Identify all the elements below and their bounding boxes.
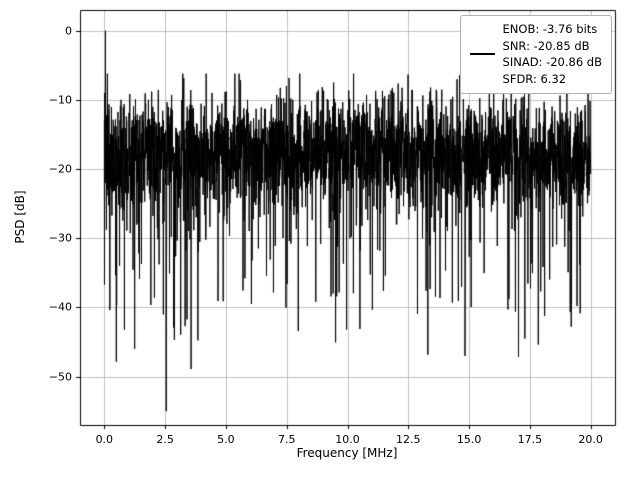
y-tick-label: −10 xyxy=(48,93,72,107)
x-tick-label: 15.0 xyxy=(456,433,482,446)
legend-line-sample xyxy=(469,53,495,56)
y-tick-label: 0 xyxy=(65,24,72,38)
legend-entry-snr: SNR: -20.85 dB xyxy=(502,38,590,53)
x-tick-label: 7.5 xyxy=(277,433,296,446)
y-tick-label: −40 xyxy=(48,300,72,314)
legend-entry-enob: ENOB: -3.76 bits xyxy=(502,22,598,36)
x-tick-label: 0.0 xyxy=(95,433,114,446)
legend: ENOB: -3.76 bits SNR: -20.85 dB SINAD: -… xyxy=(459,15,612,94)
x-tick-label: 2.5 xyxy=(156,433,174,446)
y-tick-label: −20 xyxy=(48,162,72,176)
x-tick-label: 12.5 xyxy=(396,433,421,446)
x-axis-label: Frequency [MHz] xyxy=(296,446,398,460)
y-axis-label: PSD [dB] xyxy=(13,190,27,244)
legend-entry-sfdr: SFDR: 6.32 xyxy=(502,72,567,87)
y-tick-label: −30 xyxy=(48,231,72,245)
x-tick-label: 20.0 xyxy=(578,433,603,446)
x-tick-label: 5.0 xyxy=(217,433,235,446)
x-tick-label: 10.0 xyxy=(335,433,360,446)
x-tick-label: 17.5 xyxy=(517,433,543,446)
legend-entry-sinad: SINAD: -20.86 dB xyxy=(502,55,602,70)
y-tick-label: −50 xyxy=(48,370,72,384)
legend-entries: ENOB: -3.76 bits SNR: -20.85 dB SINAD: -… xyxy=(503,21,602,88)
